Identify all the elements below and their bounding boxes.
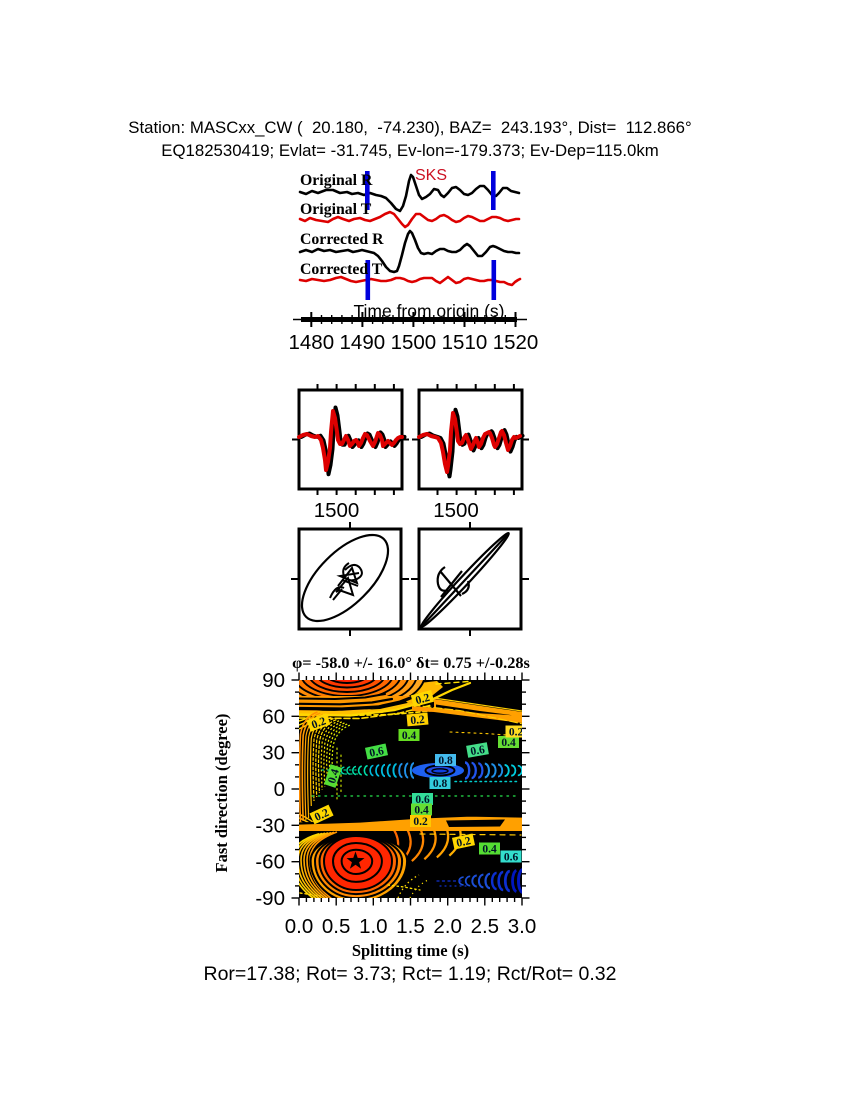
svg-text:Time from origin (s): Time from origin (s) — [353, 301, 504, 321]
svg-text:0.2: 0.2 — [413, 816, 428, 828]
svg-text:1490: 1490 — [340, 331, 386, 354]
svg-text:0.8: 0.8 — [433, 778, 448, 790]
svg-text:Original T: Original T — [300, 201, 372, 218]
svg-text:0.4: 0.4 — [482, 844, 497, 856]
svg-text:2.5: 2.5 — [471, 915, 500, 938]
svg-text:0.6: 0.6 — [415, 794, 430, 806]
svg-text:0.4: 0.4 — [326, 767, 342, 785]
svg-text:0.8: 0.8 — [438, 755, 453, 767]
svg-text:0.4: 0.4 — [501, 737, 516, 749]
svg-text:Ror=17.38; Rot= 3.73; Rct= 1.1: Ror=17.38; Rot= 3.73; Rct= 1.19; Rct/Rot… — [204, 963, 617, 985]
svg-text:0.4: 0.4 — [402, 730, 417, 742]
svg-text:Corrected R: Corrected R — [300, 231, 384, 248]
svg-text:0: 0 — [274, 778, 285, 801]
svg-text:0.2: 0.2 — [455, 835, 472, 850]
svg-text:SKS: SKS — [415, 167, 447, 184]
svg-text:0.6: 0.6 — [470, 744, 486, 758]
svg-text:0.2: 0.2 — [313, 807, 331, 824]
svg-text:1510: 1510 — [442, 331, 488, 354]
svg-text:Fast direction (degree): Fast direction (degree) — [212, 714, 231, 873]
svg-text:0.6: 0.6 — [504, 852, 519, 864]
svg-text:0.2: 0.2 — [509, 727, 524, 739]
svg-text:90: 90 — [262, 669, 285, 692]
svg-text:-90: -90 — [255, 887, 285, 910]
svg-text:0.2: 0.2 — [310, 715, 328, 731]
svg-text:1500: 1500 — [314, 499, 360, 522]
svg-text:60: 60 — [262, 705, 285, 728]
svg-text:0.2: 0.2 — [414, 692, 431, 707]
svg-text:0.0: 0.0 — [285, 915, 314, 938]
svg-text:-60: -60 — [255, 851, 285, 874]
svg-text:φ= -58.0 +/- 16.0° δt= 0.75 +/: φ= -58.0 +/- 16.0° δt= 0.75 +/-0.28s — [292, 653, 530, 672]
svg-text:Original R: Original R — [300, 172, 373, 189]
svg-text:1480: 1480 — [288, 331, 334, 354]
svg-text:EQ182530419; Evlat= -31.745, E: EQ182530419; Evlat= -31.745, Ev-lon=-179… — [161, 141, 658, 160]
svg-text:0.4: 0.4 — [414, 805, 429, 817]
svg-text:0.2: 0.2 — [410, 714, 426, 727]
svg-text:1.0: 1.0 — [359, 915, 388, 938]
svg-text:Station: MASCxx_CW ( 20.180,: Station: MASCxx_CW ( 20.180, -74.230), B… — [128, 118, 691, 137]
svg-text:1500: 1500 — [433, 499, 479, 522]
svg-text:Corrected T: Corrected T — [300, 261, 383, 278]
svg-text:3.0: 3.0 — [508, 915, 537, 938]
svg-text:Splitting time (s): Splitting time (s) — [352, 941, 469, 960]
svg-text:1.5: 1.5 — [396, 915, 425, 938]
svg-text:0.5: 0.5 — [322, 915, 351, 938]
svg-text:2.0: 2.0 — [433, 915, 462, 938]
svg-text:1500: 1500 — [391, 331, 437, 354]
svg-text:1520: 1520 — [493, 331, 539, 354]
svg-text:30: 30 — [262, 742, 285, 765]
svg-text:-30: -30 — [255, 814, 285, 837]
svg-text:0.6: 0.6 — [368, 745, 385, 760]
